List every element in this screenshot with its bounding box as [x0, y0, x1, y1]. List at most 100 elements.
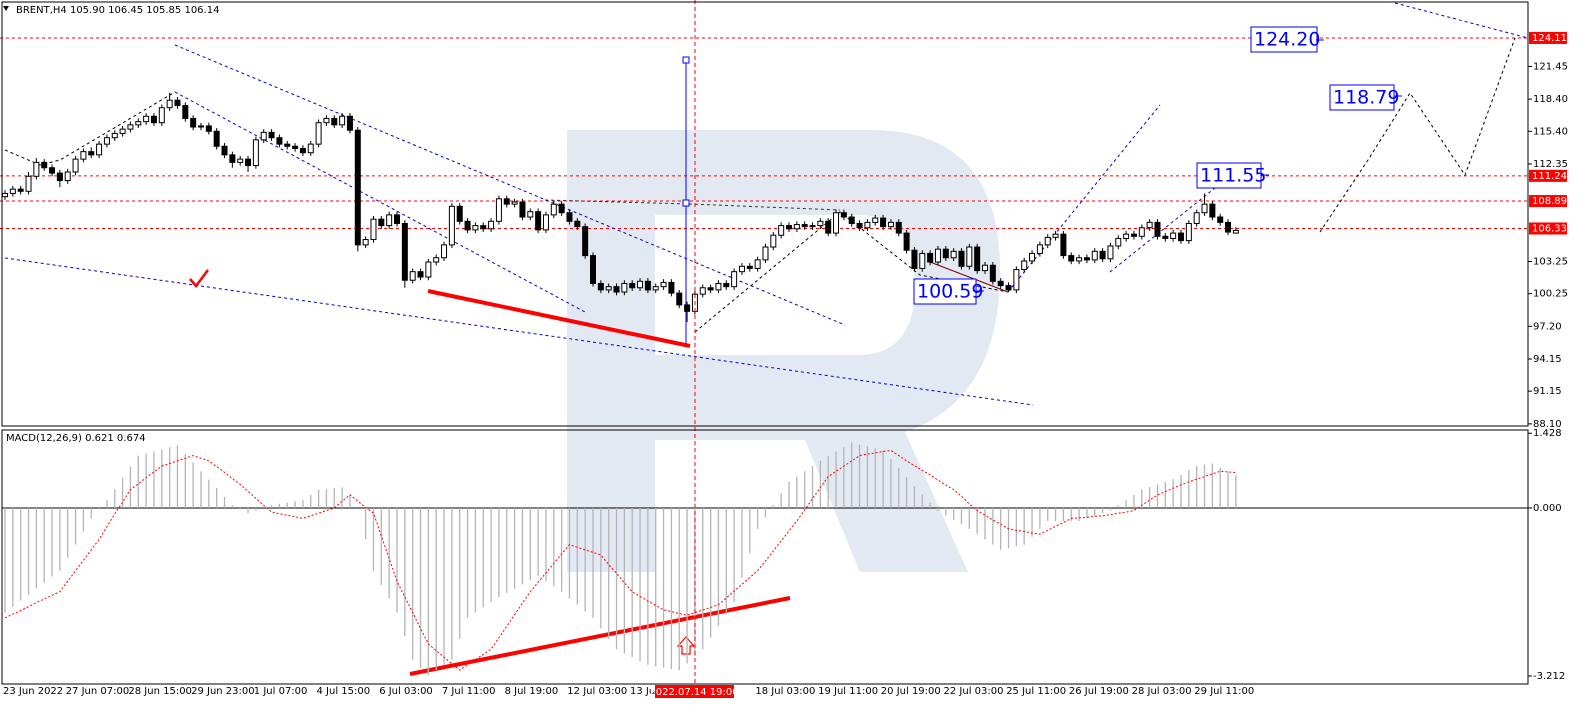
crosshair-label: 2022.07.14 19:00 — [649, 687, 738, 698]
candle-body — [448, 205, 455, 246]
candle-body — [370, 218, 377, 241]
candle-body — [135, 121, 142, 126]
x-tick-label: 29 Jun 23:00 — [191, 686, 255, 697]
wave-line — [544, 199, 841, 211]
candle-body — [903, 232, 910, 251]
candle-body — [1193, 212, 1200, 224]
y-tick-label: 115.40 — [1533, 126, 1568, 137]
trend-line — [4, 257, 1034, 406]
candle-body — [1060, 233, 1067, 257]
candle-body — [346, 115, 353, 131]
candle-body — [590, 255, 596, 284]
candle-body — [817, 220, 824, 227]
marks — [2, 92, 1239, 676]
y-tick-label: 100.25 — [1533, 289, 1568, 300]
candle-body — [1209, 203, 1216, 218]
candle-body — [1013, 269, 1020, 291]
candle-body — [33, 161, 40, 177]
candle-body — [950, 250, 957, 259]
candle-body — [989, 264, 996, 282]
level-label-box — [1529, 195, 1567, 208]
candle-body — [158, 107, 165, 124]
candle-body — [127, 124, 134, 130]
candle-body — [80, 151, 87, 160]
candle-body — [292, 145, 299, 149]
forecast-line — [1319, 37, 1516, 233]
candle-body — [746, 265, 753, 269]
candle-body — [723, 282, 730, 288]
candle-body — [25, 175, 32, 192]
x-tick-label: 22 Jul 03:00 — [944, 686, 1004, 697]
candle-body — [942, 248, 949, 259]
x-tick-label: 26 Jul 19:00 — [1069, 686, 1129, 697]
y-tick-label: 88.10 — [1533, 419, 1562, 430]
x-tick-label: 27 Jun 07:00 — [66, 686, 130, 697]
candle-body — [668, 281, 675, 294]
candle-body — [1052, 233, 1059, 238]
candle-body — [660, 281, 667, 288]
candle-body — [574, 220, 581, 228]
candle-body — [229, 154, 236, 163]
candle-body — [511, 201, 518, 205]
labels: 121.45 118.40 115.40 112.35 103.25 100.25 97.2… — [3, 26, 1568, 697]
candle-body — [480, 225, 487, 230]
candle-body — [1107, 245, 1114, 260]
candle-body — [770, 234, 777, 248]
candle-body — [394, 214, 400, 224]
wave-line — [929, 261, 1009, 293]
candle-body — [629, 282, 636, 289]
candle-body — [535, 211, 542, 231]
crosshair-label-box — [655, 685, 734, 698]
level-label-box — [1529, 169, 1567, 182]
candle-body — [848, 216, 855, 224]
candle-body — [833, 212, 840, 234]
candle-body — [613, 286, 620, 293]
candle-body — [958, 250, 965, 267]
candle-body — [1076, 257, 1083, 262]
annotation: 100.59 — [917, 281, 983, 303]
candle-body — [1036, 244, 1043, 254]
candle-body — [754, 259, 761, 269]
candle-body — [809, 225, 816, 228]
candle-body — [1146, 221, 1153, 229]
check-mark — [189, 269, 209, 288]
x-tick-label: 28 Jun 15:00 — [128, 686, 192, 697]
chart-title: BRENT,H4 105.90 106.45 105.85 106.14 — [16, 5, 219, 16]
candle-body — [982, 264, 988, 272]
candle-body — [409, 271, 416, 281]
candle-body — [1178, 232, 1184, 242]
tool-handle — [682, 199, 690, 207]
y-tick-label: 97.20 — [1533, 321, 1562, 332]
divergence-line — [427, 289, 691, 348]
candle-body — [198, 125, 204, 128]
candle-body — [738, 265, 745, 273]
candle-body — [260, 131, 267, 141]
x-tick-label: 13 Jul — [630, 686, 658, 697]
candle-body — [72, 158, 79, 173]
candle-body — [1185, 222, 1192, 242]
candle-body — [362, 239, 369, 246]
candle-body — [542, 214, 549, 231]
candle-body — [707, 287, 714, 291]
annotation-box — [913, 278, 977, 305]
candle-body — [1162, 235, 1169, 239]
candle-body — [786, 225, 792, 230]
candle-body — [644, 280, 651, 291]
candle-body — [558, 203, 565, 214]
watermark — [567, 130, 1000, 572]
x-tick-label: 28 Jul 03:00 — [1132, 686, 1192, 697]
candle-body — [676, 292, 683, 306]
candle-body — [1115, 237, 1122, 247]
candle-body — [762, 246, 769, 261]
candle-body — [927, 252, 934, 263]
candle-body — [64, 171, 71, 182]
y-tick-label: 118.40 — [1533, 94, 1568, 105]
y-tick-label: 121.45 — [1533, 61, 1568, 72]
candle-body — [887, 221, 894, 228]
candle-body — [221, 145, 228, 156]
candle-body — [801, 224, 808, 228]
candle-body — [143, 115, 150, 123]
x-tick-label: 18 Jul 03:00 — [755, 686, 815, 697]
candle-body — [166, 99, 173, 109]
